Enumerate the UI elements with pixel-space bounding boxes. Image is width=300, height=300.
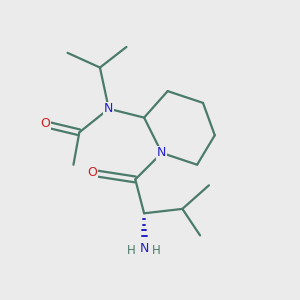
Text: O: O: [88, 166, 98, 178]
Text: N: N: [140, 242, 149, 255]
Text: H: H: [152, 244, 161, 257]
Text: N: N: [104, 102, 113, 115]
Text: O: O: [40, 117, 50, 130]
Text: H: H: [128, 244, 136, 257]
Text: N: N: [157, 146, 167, 159]
